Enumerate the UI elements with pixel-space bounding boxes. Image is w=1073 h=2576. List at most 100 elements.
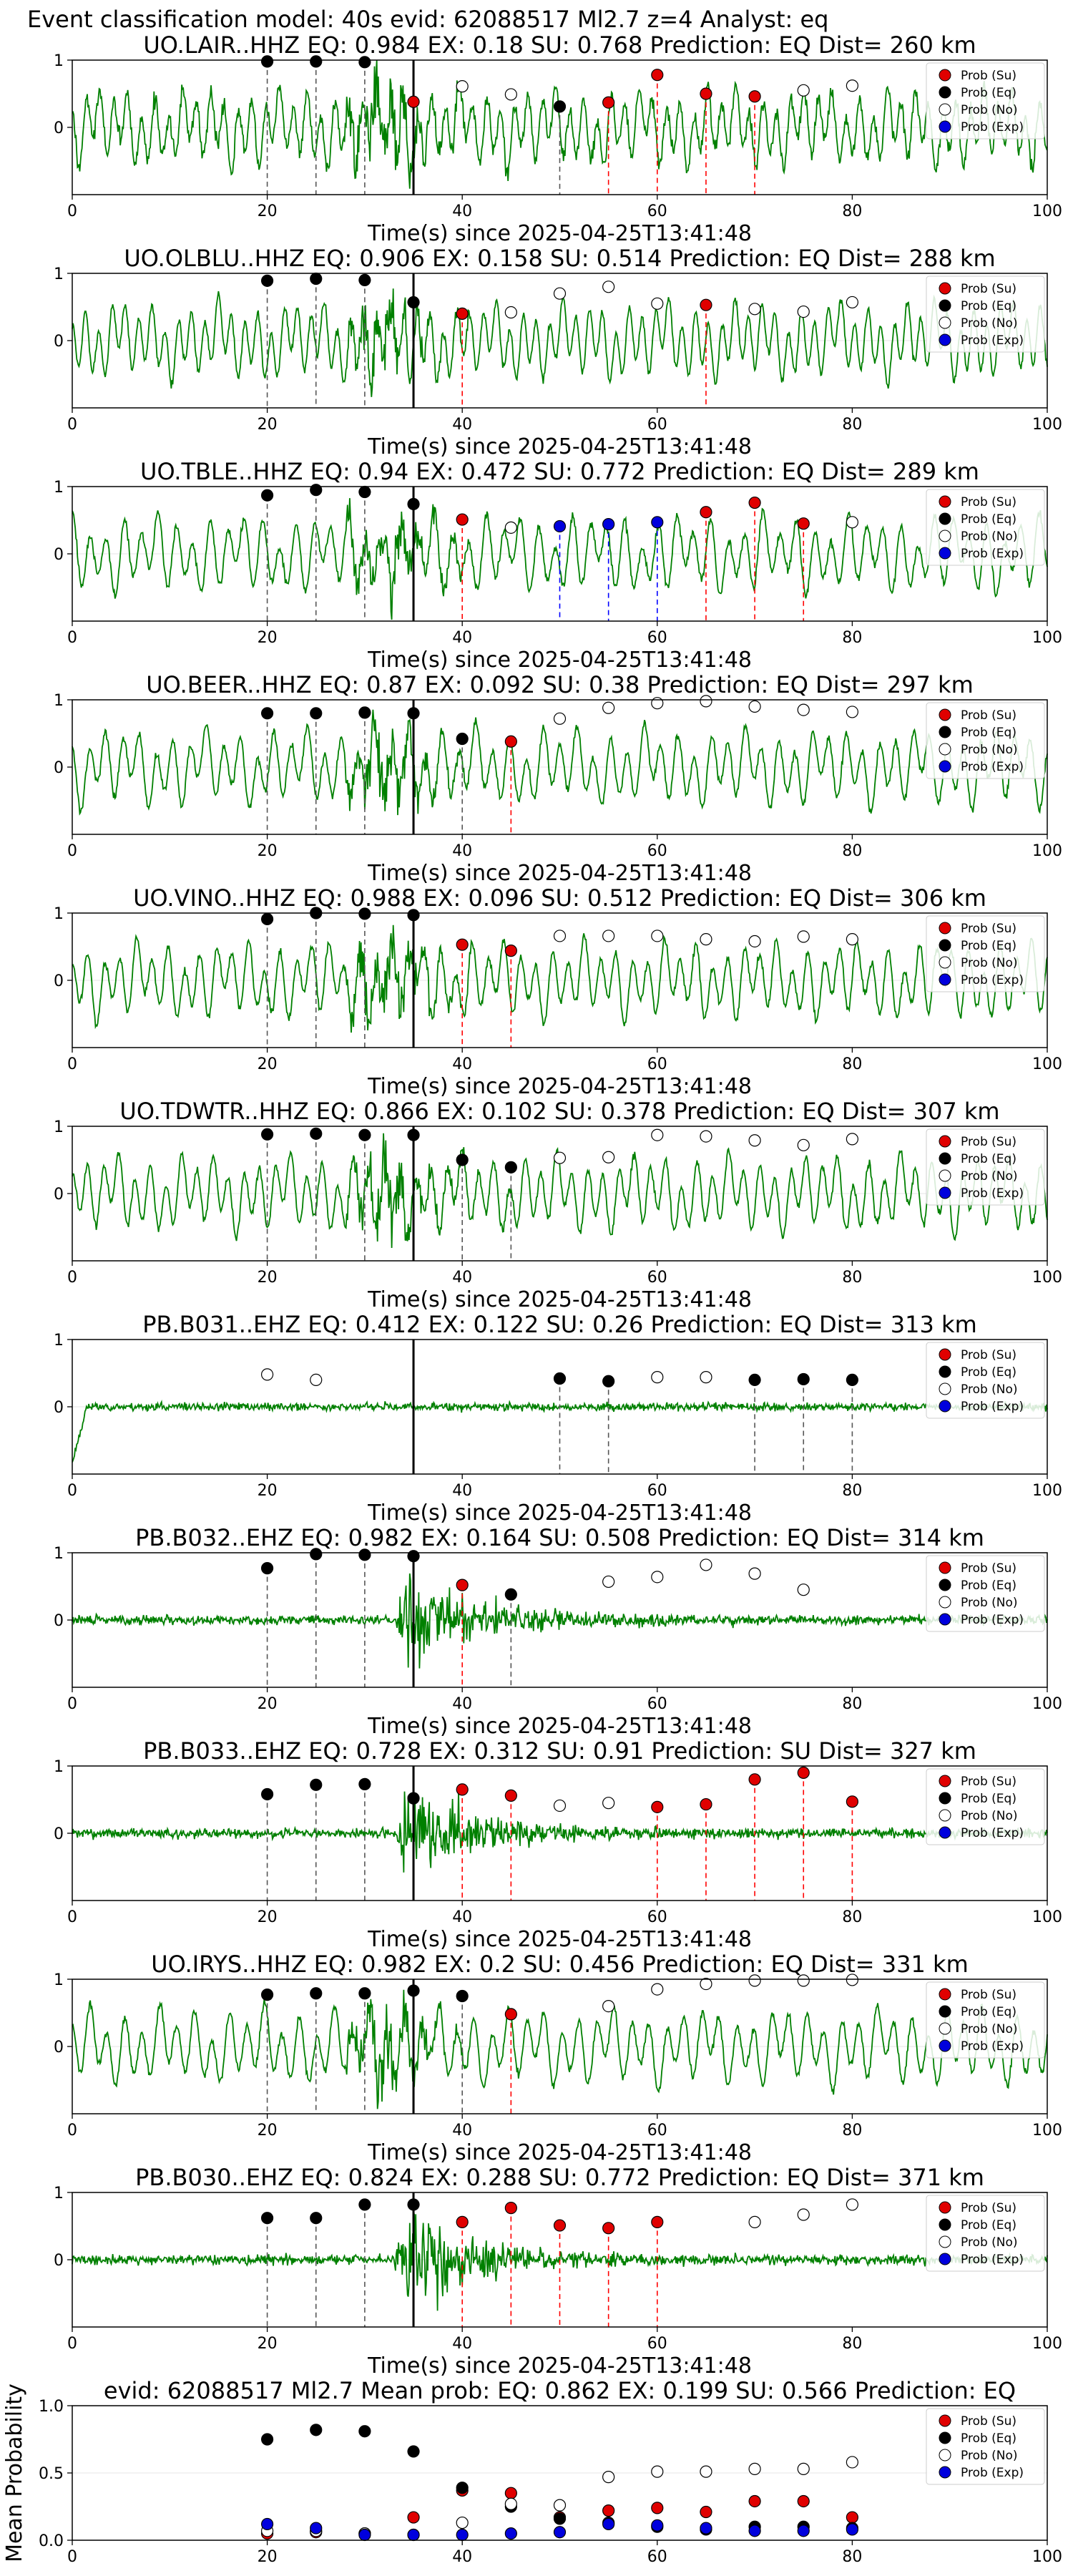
- x-tick-label: 0: [67, 1695, 77, 1713]
- prob-point-no: [748, 1567, 761, 1580]
- legend-box: [926, 489, 1045, 566]
- prob-point-eq: [456, 1989, 469, 2003]
- legend-label-exp: Prob (Exp): [961, 547, 1024, 561]
- panel-title: PB.B033..EHZ EQ: 0.728 EX: 0.312 SU: 0.9…: [143, 1737, 976, 1765]
- prob-point-no: [602, 1151, 615, 1163]
- mean-point-exp: [651, 2519, 664, 2532]
- panel-title: UO.IRYS..HHZ EQ: 0.982 EX: 0.2 SU: 0.456…: [151, 1951, 968, 1978]
- y-tick-label: 0: [54, 972, 64, 990]
- prob-point-no: [553, 712, 567, 725]
- prob-point-no: [748, 935, 761, 948]
- legend-label-exp: Prob (Exp): [961, 2253, 1024, 2267]
- prob-point-eq: [358, 273, 371, 286]
- x-tick-label: 0: [67, 2122, 77, 2140]
- legend-box: [926, 1128, 1045, 1206]
- x-tick-label: 20: [258, 2122, 278, 2140]
- x-tick-label: 0: [67, 1482, 77, 1500]
- prob-point-no: [602, 701, 615, 714]
- x-tick-label: 80: [842, 2335, 862, 2353]
- y-tick-label: 0: [54, 1825, 64, 1843]
- y-tick-label: 1: [54, 692, 64, 710]
- legend-marker-exp: [939, 547, 951, 560]
- mean-point-no: [553, 2499, 567, 2512]
- mean-point-no: [651, 2465, 664, 2478]
- legend-label-exp: Prob (Exp): [961, 760, 1024, 774]
- prob-point-su: [602, 96, 615, 109]
- mean-point-su: [846, 2511, 859, 2524]
- y-tick-label: 1: [54, 1545, 64, 1563]
- waveform-trace: [72, 1791, 1048, 1873]
- legend-marker-no: [939, 2449, 951, 2462]
- y-tick-label: 0: [54, 119, 64, 137]
- panel-title: UO.TDWTR..HHZ EQ: 0.866 EX: 0.102 SU: 0.…: [119, 1098, 999, 1125]
- mean-point-su: [602, 2504, 615, 2517]
- prob-point-eq: [358, 706, 371, 719]
- x-tick-label: 80: [842, 1269, 862, 1287]
- x-tick-label: 0: [67, 842, 77, 860]
- legend-label-su: Prob (Su): [961, 495, 1016, 509]
- prob-point-no: [700, 1558, 712, 1571]
- legend-marker-eq: [939, 512, 951, 525]
- prob-point-no: [748, 700, 761, 713]
- legend-label-eq: Prob (Eq): [961, 86, 1016, 100]
- mean-point-eq: [261, 2433, 274, 2446]
- legend-label-su: Prob (Su): [961, 282, 1016, 296]
- x-tick-label: 60: [647, 416, 667, 434]
- prob-point-no: [602, 280, 615, 293]
- prob-point-eq: [846, 1373, 859, 1387]
- prob-point-no: [504, 306, 517, 319]
- prob-point-eq: [358, 1128, 371, 1141]
- legend-label-eq: Prob (Eq): [961, 1792, 1016, 1806]
- prob-point-su: [456, 2215, 469, 2228]
- x-axis-label: Time(s) since 2025-04-25T13:41:48: [367, 1074, 752, 1099]
- panel-4: UO.BEER..HHZ EQ: 0.87 EX: 0.092 SU: 0.38…: [54, 671, 1062, 886]
- x-tick-label: 20: [258, 629, 278, 647]
- legend-label-no: Prob (No): [961, 2449, 1018, 2463]
- x-tick-label: 0: [67, 1055, 77, 1073]
- prob-point-eq: [456, 1153, 469, 1166]
- x-tick-label: 80: [842, 1482, 862, 1500]
- prob-point-no: [797, 930, 810, 943]
- x-tick-label: 60: [647, 1908, 667, 1926]
- legend-box: [926, 1555, 1045, 1632]
- prob-point-no: [553, 1799, 567, 1813]
- prob-point-eq: [407, 1550, 420, 1563]
- x-tick-label: 40: [452, 2122, 472, 2140]
- prob-point-no: [700, 1977, 712, 1991]
- legend-marker-eq: [939, 1579, 951, 1591]
- prob-point-no: [700, 933, 712, 946]
- y-tick-label: 1: [54, 2185, 64, 2202]
- legend-marker-no: [939, 2235, 951, 2248]
- y-tick-label: 0: [54, 2039, 64, 2057]
- legend-label-eq: Prob (Eq): [961, 939, 1016, 953]
- prob-point-no: [748, 2215, 761, 2228]
- figure-suptitle: Event classification model: 40s evid: 62…: [27, 6, 828, 33]
- legend-marker-eq: [939, 1365, 951, 1378]
- x-tick-label: 20: [258, 842, 278, 860]
- mean-point-exp: [261, 2517, 274, 2531]
- prob-point-no: [310, 1373, 323, 1387]
- legend-label-no: Prob (No): [961, 316, 1018, 331]
- mean-point-exp: [358, 2528, 371, 2542]
- prob-point-no: [553, 930, 567, 942]
- x-tick-label: 100: [1032, 1055, 1062, 1073]
- panel-title: PB.B030..EHZ EQ: 0.824 EX: 0.288 SU: 0.7…: [135, 2164, 984, 2191]
- legend-marker-no: [939, 530, 951, 542]
- prob-point-no: [456, 80, 469, 93]
- legend-label-no: Prob (No): [961, 530, 1018, 544]
- panel-title: UO.BEER..HHZ EQ: 0.87 EX: 0.092 SU: 0.38…: [146, 671, 973, 698]
- panel-title: evid: 62088517 Ml2.7 Mean prob: EQ: 0.86…: [104, 2377, 1016, 2404]
- x-tick-label: 40: [452, 842, 472, 860]
- panel-1: UO.LAIR..HHZ EQ: 0.984 EX: 0.18 SU: 0.76…: [54, 31, 1062, 246]
- mean-point-no: [456, 2516, 469, 2529]
- x-tick-label: 0: [67, 2335, 77, 2353]
- prob-point-eq: [797, 1372, 810, 1386]
- legend-marker-no: [939, 1596, 951, 1609]
- x-tick-label: 40: [452, 1482, 472, 1500]
- prob-point-su: [456, 938, 469, 951]
- prob-point-eq: [261, 55, 274, 68]
- legend-label-no: Prob (No): [961, 1809, 1018, 1823]
- legend-label-su: Prob (Su): [961, 1348, 1016, 1362]
- prob-point-su: [700, 506, 712, 519]
- prob-point-su: [846, 1795, 859, 1808]
